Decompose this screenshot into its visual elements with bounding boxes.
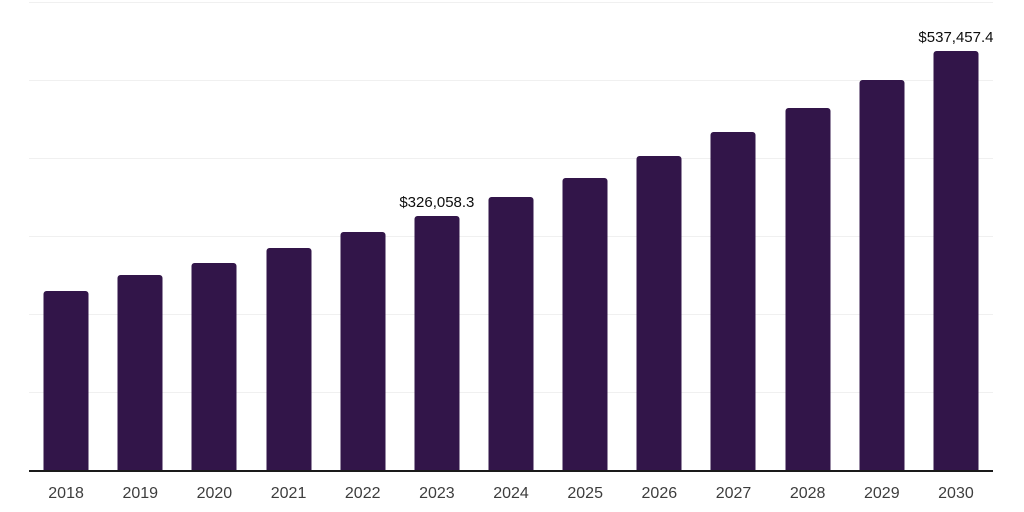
bar-slot-2018: [29, 2, 103, 470]
bar-2024: [488, 197, 534, 470]
bar-2026: [636, 155, 682, 470]
x-tick-2030: 2030: [938, 485, 974, 502]
x-tick-2024: 2024: [493, 485, 529, 502]
bar-2021: [266, 248, 312, 470]
gridline-400000: [29, 157, 993, 159]
x-tick-2020: 2020: [196, 485, 233, 502]
x-tick-2028: 2028: [789, 485, 826, 502]
x-tick-2019: 2019: [122, 485, 159, 502]
x-axis-labels: 2018 2019 2020 2021 2022 2023 2024 2025 2026 2027…: [29, 472, 993, 503]
x-tick-2027: 2027: [715, 485, 752, 502]
x-tick-2021: 2021: [270, 485, 307, 502]
bar-slot-2028: [771, 2, 845, 470]
bar-2027: [710, 132, 756, 470]
bar-slot-2024: [474, 2, 548, 470]
bar-slot-2027: [696, 2, 770, 470]
bar-slot-2022: [326, 2, 400, 470]
bar-slot-2023: $326,058.3: [399, 2, 475, 470]
bar-2022: [340, 232, 386, 470]
x-tick-2026: 2026: [641, 485, 678, 502]
bar-slot-2020: [177, 2, 251, 470]
bar-value-label-2030: $537,457.4: [918, 28, 994, 46]
bar-2018: [43, 290, 89, 470]
bars-container: $326,058.3 $537,457.4: [29, 2, 993, 470]
bar-2029: [859, 80, 905, 470]
x-tick-2018: 2018: [48, 485, 84, 502]
bar-slot-2026: [622, 2, 696, 470]
bar-slot-2025: [548, 2, 622, 470]
gridline-500000: [29, 79, 993, 81]
bar-2030: [933, 50, 979, 470]
bar-slot-2029: [845, 2, 919, 470]
bar-slot-2030: $537,457.4: [918, 2, 994, 470]
x-tick-2022: 2022: [344, 485, 381, 502]
bar-value-label-2023: $326,058.3: [399, 193, 475, 211]
bar-2028: [785, 107, 831, 470]
plot-area: $326,058.3 $537,457.4: [29, 2, 993, 472]
gridline-600000: [29, 2, 993, 3]
x-tick-2025: 2025: [567, 485, 603, 502]
bar-slot-2021: [251, 2, 325, 470]
bar-2019: [117, 275, 163, 470]
x-tick-2023: 2023: [419, 485, 455, 502]
bar-2020: [191, 262, 237, 470]
bar-2025: [562, 177, 608, 470]
x-tick-2029: 2029: [864, 485, 900, 502]
bar-2023: [414, 215, 460, 470]
bar-slot-2019: [103, 2, 177, 470]
